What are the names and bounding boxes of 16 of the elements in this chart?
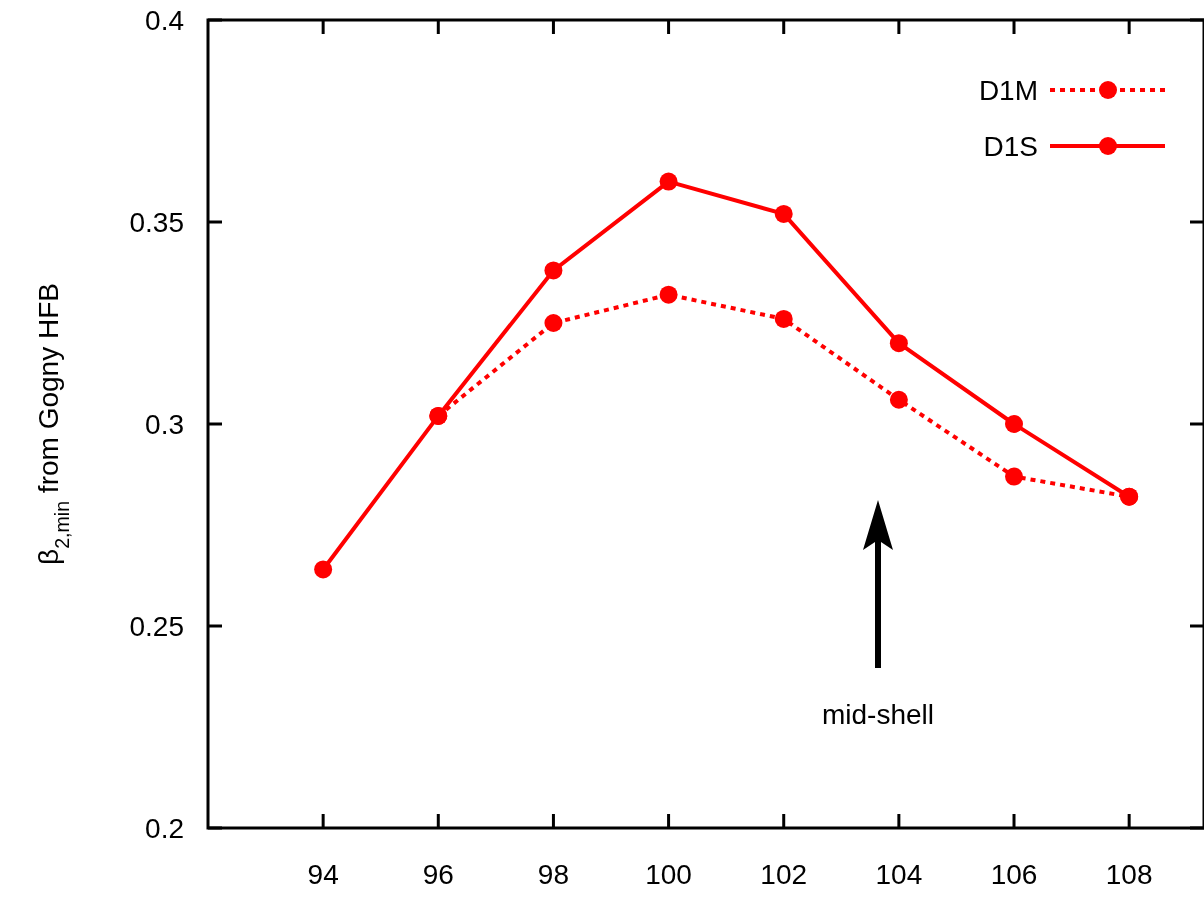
x-tick-label: 106 <box>990 859 1038 890</box>
annotation: mid-shell <box>821 699 935 730</box>
x-tick-label: 98 <box>537 859 570 890</box>
y-tick-label: 0.2 <box>145 813 184 844</box>
x-tick-label: 94 <box>307 859 339 890</box>
y-tick-label: 0.4 <box>145 5 184 36</box>
x-tick-label: 104 <box>875 859 923 890</box>
y-tick-label: 0.25 <box>129 611 184 642</box>
legend-label: D1M <box>978 75 1038 106</box>
legend-label: D1S <box>983 131 1038 162</box>
x-tick-label: 100 <box>645 859 692 890</box>
x-tick-label: 102 <box>760 859 808 890</box>
y-tick-label: 0.35 <box>129 207 184 238</box>
y-tick-label: 0.3 <box>145 409 184 440</box>
x-tick-label: 108 <box>1105 859 1153 890</box>
x-tick-label: 96 <box>422 859 454 890</box>
